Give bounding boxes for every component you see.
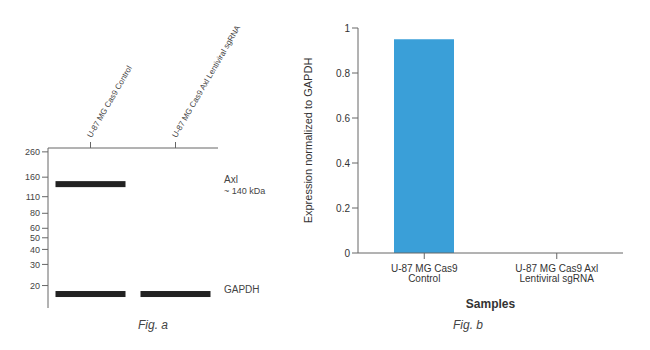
svg-text:1: 1 [344,23,350,34]
svg-text:Axl: Axl [224,174,238,185]
svg-text:0.2: 0.2 [336,203,350,214]
svg-text:20: 20 [30,281,40,291]
svg-text:60: 60 [30,223,40,233]
svg-text:~ 140 kDa: ~ 140 kDa [224,186,265,196]
svg-text:110: 110 [26,192,40,202]
svg-text:160: 160 [25,172,40,182]
svg-text:U-87 MG Cas9Control: U-87 MG Cas9Control [391,263,458,284]
svg-text:40: 40 [30,245,40,255]
svg-text:80: 80 [30,208,40,218]
svg-text:GAPDH: GAPDH [224,284,260,295]
svg-text:0.6: 0.6 [336,113,350,124]
svg-text:U-87 MG Cas9 Control: U-87 MG Cas9 Control [85,64,134,139]
html-text:Fig. a: Fig. a [138,318,168,332]
svg-text:Expression normalized to GAPDH: Expression normalized to GAPDH [302,58,314,224]
svg-text:30: 30 [30,260,40,270]
svg-text:U-87 MG Cas9 Axl Lentiviral sg: U-87 MG Cas9 Axl Lentiviral sgRNA [170,23,242,139]
svg-text:50: 50 [30,233,40,243]
svg-text:0.4: 0.4 [336,158,350,169]
svg-text:0.8: 0.8 [336,68,350,79]
svg-text:260: 260 [25,147,40,157]
svg-text:Samples: Samples [466,297,516,311]
svg-text:0: 0 [344,248,350,259]
html-text:Fig. b: Fig. b [453,318,483,332]
svg-text:U-87 MG Cas9 AxlLentiviral sgR: U-87 MG Cas9 AxlLentiviral sgRNA [515,263,598,284]
